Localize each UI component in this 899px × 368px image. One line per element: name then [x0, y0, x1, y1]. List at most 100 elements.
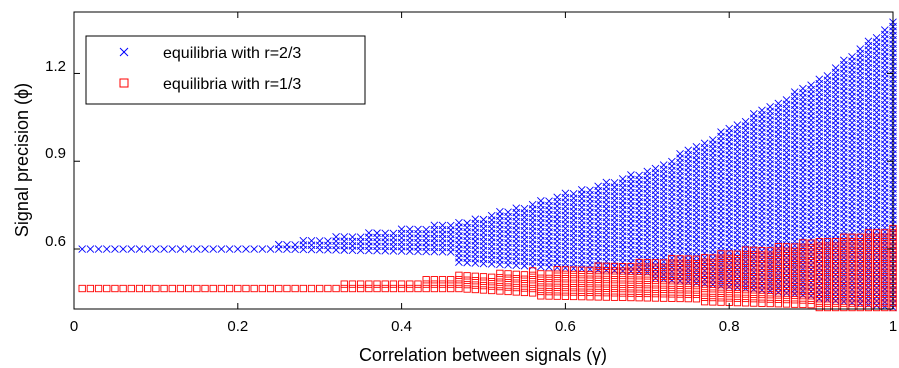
- axis-ticks: [73, 12, 894, 309]
- data-point-square: [717, 298, 725, 306]
- data-point-square: [758, 246, 766, 255]
- data-point-square: [709, 276, 717, 284]
- data-point-square: [840, 303, 848, 312]
- data-point-x: [659, 161, 668, 169]
- data-point-square: [832, 281, 840, 290]
- data-point-square: [856, 299, 864, 307]
- data-point-square: [127, 284, 135, 293]
- data-point-square: [782, 247, 791, 255]
- data-point-square: [815, 255, 823, 263]
- data-point-square: [864, 264, 873, 272]
- data-point-square: [619, 280, 627, 288]
- data-point-square: [569, 275, 578, 283]
- data-point-square: [741, 294, 750, 303]
- data-point-x: [111, 245, 119, 253]
- data-point-square: [668, 263, 676, 272]
- data-point-x: [880, 26, 889, 34]
- data-point-square: [799, 270, 807, 278]
- data-point-square: [643, 272, 651, 280]
- data-point-square: [725, 259, 733, 267]
- data-point-square: [201, 284, 209, 293]
- data-point-square: [840, 281, 848, 290]
- data-point-square: [488, 278, 496, 286]
- data-point-square: [733, 250, 742, 258]
- data-point-square: [578, 284, 586, 292]
- data-point-square: [651, 281, 660, 289]
- data-point-square: [758, 273, 766, 281]
- data-point-square: [692, 281, 701, 290]
- data-point-square: [832, 242, 840, 250]
- data-point-square: [471, 272, 479, 280]
- legend-box: [85, 35, 366, 105]
- data-point-square: [750, 251, 758, 259]
- data-point-square: [692, 273, 701, 281]
- data-point-square: [823, 242, 832, 250]
- data-point-square: [856, 290, 864, 299]
- data-point-square: [856, 295, 864, 303]
- data-point-square: [807, 283, 815, 291]
- data-point-square: [651, 289, 660, 298]
- data-point-square: [684, 255, 692, 263]
- data-point-square: [553, 292, 561, 300]
- data-point-square: [799, 300, 807, 309]
- data-point-square: [741, 277, 750, 285]
- data-point-square: [283, 284, 291, 293]
- data-point-square: [799, 243, 807, 251]
- plot-area-frame: [73, 11, 894, 310]
- data-point-square: [856, 268, 864, 277]
- data-point-square: [152, 284, 160, 293]
- data-point-x: [504, 208, 512, 217]
- data-point-square: [717, 276, 725, 284]
- data-point-square: [872, 255, 881, 263]
- data-point-x: [594, 182, 602, 191]
- data-point-square: [594, 284, 602, 292]
- legend-marker-square: [119, 78, 129, 88]
- data-point-square: [872, 238, 881, 246]
- data-point-square: [766, 264, 774, 273]
- data-point-square: [684, 286, 692, 294]
- data-point-x: [586, 186, 594, 195]
- data-point-x: [668, 157, 676, 166]
- data-point-square: [823, 246, 832, 255]
- data-point-square: [872, 233, 881, 241]
- data-point-square: [815, 251, 823, 259]
- data-point-square: [643, 289, 651, 298]
- data-point-square: [717, 258, 725, 267]
- data-point-square: [815, 264, 823, 272]
- data-point-square: [537, 270, 545, 278]
- data-point-square: [766, 299, 774, 308]
- data-point-square: [627, 267, 635, 275]
- data-point-square: [438, 280, 447, 288]
- data-point-x: [725, 124, 734, 133]
- data-point-square: [602, 267, 611, 275]
- data-point-square: [799, 274, 807, 282]
- data-point-square: [848, 233, 856, 241]
- data-point-square: [848, 251, 856, 259]
- data-point-square: [578, 288, 586, 296]
- data-point-square: [733, 272, 742, 280]
- data-point-square: [864, 255, 873, 263]
- data-point-square: [537, 292, 545, 300]
- data-point-x: [381, 229, 390, 238]
- data-point-square: [422, 280, 430, 288]
- data-point-square: [692, 259, 701, 268]
- data-point-square: [709, 263, 717, 271]
- data-point-square: [815, 246, 823, 255]
- data-point-square: [692, 277, 701, 285]
- data-point-square: [594, 271, 602, 279]
- data-point-square: [717, 263, 725, 271]
- data-point-x: [774, 99, 783, 108]
- data-point-x: [709, 136, 717, 144]
- data-point-square: [864, 303, 873, 312]
- data-point-x: [397, 225, 406, 233]
- data-point-square: [840, 290, 848, 299]
- data-point-square: [676, 281, 684, 289]
- data-point-square: [832, 290, 840, 299]
- data-point-square: [758, 286, 766, 294]
- data-point-square: [651, 259, 660, 267]
- data-point-square: [635, 280, 643, 289]
- data-point-square: [569, 292, 578, 301]
- data-point-square: [381, 284, 389, 293]
- data-point-square: [725, 263, 733, 271]
- data-point-x: [332, 233, 340, 241]
